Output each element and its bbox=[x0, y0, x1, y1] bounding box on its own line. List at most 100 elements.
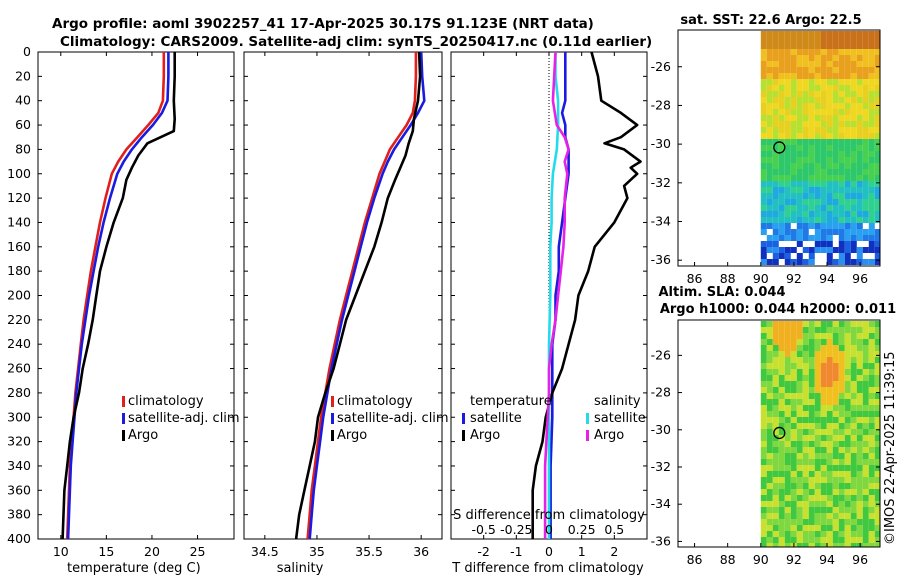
map-cell bbox=[778, 483, 785, 489]
map-cell bbox=[850, 187, 857, 193]
map-cell bbox=[832, 145, 839, 151]
map-cell bbox=[760, 199, 767, 205]
map-cell bbox=[796, 423, 803, 429]
map-cell bbox=[856, 79, 863, 85]
map-cell bbox=[838, 531, 845, 537]
map-cell bbox=[820, 369, 827, 375]
map-cell bbox=[796, 91, 803, 97]
x-tick-label: 10 bbox=[53, 544, 69, 559]
map-cell bbox=[844, 67, 851, 73]
map-cell bbox=[850, 61, 857, 67]
map-cell bbox=[850, 229, 857, 235]
map-cell bbox=[808, 217, 815, 223]
map-cell bbox=[832, 537, 839, 543]
map-cell bbox=[808, 103, 815, 109]
map-cell bbox=[832, 79, 839, 85]
map-cell bbox=[814, 157, 821, 163]
map-cell bbox=[766, 483, 773, 489]
map-cell bbox=[790, 133, 797, 139]
map-cell bbox=[826, 411, 833, 417]
map-cell bbox=[760, 139, 767, 145]
map-cell bbox=[856, 507, 863, 513]
map-cell bbox=[778, 157, 785, 163]
map-cell bbox=[802, 507, 809, 513]
map-cell bbox=[772, 181, 779, 187]
map-cell bbox=[784, 369, 791, 375]
map-cell bbox=[868, 79, 875, 85]
legend-label: climatology bbox=[128, 394, 204, 409]
map-cell bbox=[850, 31, 857, 37]
map-cell bbox=[868, 507, 875, 513]
map-cell bbox=[862, 441, 869, 447]
map-cell bbox=[820, 175, 827, 181]
map-cell bbox=[844, 441, 851, 447]
map-cell bbox=[832, 411, 839, 417]
map-cell bbox=[814, 525, 821, 531]
map-cell bbox=[766, 459, 773, 465]
map-cell bbox=[826, 193, 833, 199]
map-cell bbox=[856, 513, 863, 519]
map-cell bbox=[826, 375, 833, 381]
map-cell bbox=[820, 357, 827, 363]
map-cell bbox=[766, 441, 773, 447]
map-cell bbox=[790, 43, 797, 49]
map-cell bbox=[826, 229, 833, 235]
map-cell bbox=[760, 241, 767, 247]
map-cell bbox=[850, 109, 857, 115]
map-cell bbox=[838, 381, 845, 387]
map-cell bbox=[844, 495, 851, 501]
map-cell bbox=[784, 121, 791, 127]
map-cell bbox=[850, 327, 857, 333]
map-cell bbox=[808, 435, 815, 441]
map-cell bbox=[814, 447, 821, 453]
map-cell bbox=[814, 465, 821, 471]
map-cell bbox=[832, 175, 839, 181]
map-cell bbox=[796, 145, 803, 151]
map-cell bbox=[832, 259, 839, 265]
map-cell bbox=[772, 115, 779, 121]
map-cell bbox=[784, 381, 791, 387]
map-cell bbox=[856, 133, 863, 139]
map-cell bbox=[766, 321, 773, 327]
map-cell bbox=[808, 453, 815, 459]
map-cell bbox=[802, 199, 809, 205]
map-cell bbox=[868, 327, 875, 333]
map-cell bbox=[766, 37, 773, 43]
map-cell bbox=[826, 253, 833, 259]
map-cell bbox=[826, 31, 833, 37]
map-cell bbox=[772, 531, 779, 537]
map-cell bbox=[874, 79, 880, 85]
map-cell bbox=[820, 223, 827, 229]
map-cell bbox=[826, 79, 833, 85]
map-cell bbox=[790, 79, 797, 85]
map-cell bbox=[862, 187, 869, 193]
map-cell bbox=[802, 501, 809, 507]
map-cell bbox=[862, 507, 869, 513]
map-cell bbox=[850, 543, 857, 547]
map-cell bbox=[790, 151, 797, 157]
map-cell bbox=[766, 369, 773, 375]
map-cell bbox=[826, 139, 833, 145]
map-cell bbox=[784, 211, 791, 217]
map-cell bbox=[790, 67, 797, 73]
map-cell bbox=[838, 103, 845, 109]
map-cell bbox=[856, 145, 863, 151]
map-cell bbox=[802, 157, 809, 163]
map-cell bbox=[778, 381, 785, 387]
map-cell bbox=[838, 163, 845, 169]
map-cell bbox=[838, 253, 845, 259]
map-cell bbox=[790, 411, 797, 417]
map-cell bbox=[814, 163, 821, 169]
map-cell bbox=[868, 513, 875, 519]
map-cell bbox=[868, 229, 875, 235]
legend-label: satellite bbox=[470, 411, 522, 426]
map-cell bbox=[796, 79, 803, 85]
map-cell bbox=[760, 369, 767, 375]
map-cell bbox=[868, 429, 875, 435]
map-cell bbox=[826, 115, 833, 121]
map-cell bbox=[838, 363, 845, 369]
map-cell bbox=[838, 43, 845, 49]
map-cell bbox=[850, 429, 857, 435]
map-cell bbox=[790, 345, 797, 351]
map-cell bbox=[814, 537, 821, 543]
